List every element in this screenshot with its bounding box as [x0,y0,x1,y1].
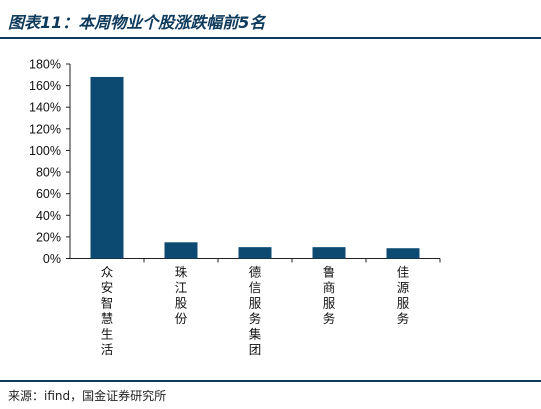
y-tick-label: 140% [29,101,61,115]
bar [238,247,272,259]
x-category-label: 众安智慧生活 [101,265,114,358]
bar [312,247,346,259]
bar [386,248,420,259]
x-category-label: 鲁商服务 [323,265,336,327]
bar [90,76,124,259]
y-tick-label: 120% [29,122,61,136]
x-category-label: 珠江股份 [175,265,188,327]
x-category-label: 佳源服务 [397,265,410,327]
y-tick-label: 0% [43,252,61,266]
y-tick-label: 100% [29,144,61,158]
top-rule [0,37,541,39]
x-category-label: 德信服务集团 [249,265,262,358]
chart-title: 图表11：本周物业个股涨跌幅前5名 [8,13,266,32]
y-tick-label: 20% [36,230,61,244]
bottom-rule [0,380,541,382]
y-tick-label: 40% [36,209,61,223]
bar-chart: 0% 20% 40% 60% 80% 100% 120% 140% 160% 180% 众安智慧生活… [29,58,441,358]
y-tick-label: 160% [29,79,61,93]
y-tick-label: 60% [36,187,61,201]
source-note: 来源：ifind，国金证券研究所 [8,389,167,403]
y-tick-label: 80% [36,166,61,180]
bar [164,242,198,259]
y-tick-label: 180% [29,58,61,72]
